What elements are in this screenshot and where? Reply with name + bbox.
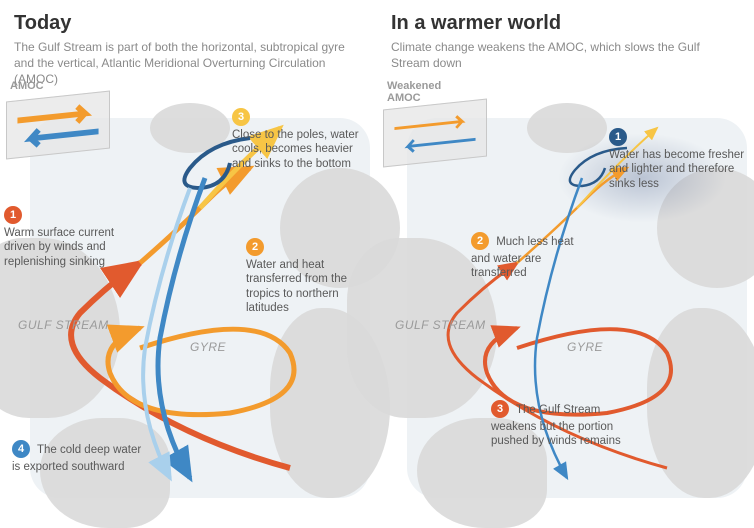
map-area-right: Weakened AMOC GULF STREAM GYRE [377,78,754,506]
callout-l2-text: Water and heat transferred from the trop… [246,259,347,314]
callout-r1: 1 Water has become fresher and lighter a… [609,128,749,191]
callout-r1-text: Water has become fresher and lighter and… [609,149,744,190]
callout-l4-text: The cold deep water is exported southwar… [12,444,141,473]
panel-warmer: In a warmer world Climate change weakens… [377,0,754,506]
amoc-label-right: Weakened AMOC [387,80,467,104]
badge-r3: 3 [491,400,509,418]
callout-l3: 3 Close to the poles, water cools, becom… [232,108,372,171]
callout-l3-text: Close to the poles, water cools, becomes… [232,129,359,170]
badge-l1: 1 [4,206,22,224]
callout-l4: 4 The cold deep water is exported southw… [12,440,152,474]
gulf-stream-label-left: GULF STREAM [18,318,109,332]
amoc-label-left: AMOC [10,80,44,92]
gulf-stream-label-right: GULF STREAM [395,318,486,332]
callout-r3: 3 The Gulf Stream weakens but the portio… [491,400,631,449]
panel-title-left: Today [14,12,363,35]
panel-today: Today The Gulf Stream is part of both th… [0,0,377,506]
gyre-label-right: GYRE [567,340,603,354]
map-area-left: AMOC GULF STREAM GYRE [0,78,377,506]
gyre-label-left: GYRE [190,340,226,354]
callout-r2: 2 Much less heat and water are transferr… [471,232,581,281]
panel-subtitle-right: Climate change weakens the AMOC, which s… [391,39,731,71]
badge-l4: 4 [12,440,30,458]
badge-r2: 2 [471,232,489,250]
badge-l3: 3 [232,108,250,126]
infographic-container: Today The Gulf Stream is part of both th… [0,0,754,506]
callout-l1: 1 Warm surface current driven by winds a… [4,206,136,269]
callout-l2: 2 Water and heat transferred from the tr… [246,238,374,316]
callout-r3-text: The Gulf Stream weakens but the portion … [491,404,621,447]
panel-title-right: In a warmer world [391,12,740,35]
badge-r1: 1 [609,128,627,146]
badge-l2: 2 [246,238,264,256]
callout-l1-text: Warm surface current driven by winds and… [4,227,114,268]
